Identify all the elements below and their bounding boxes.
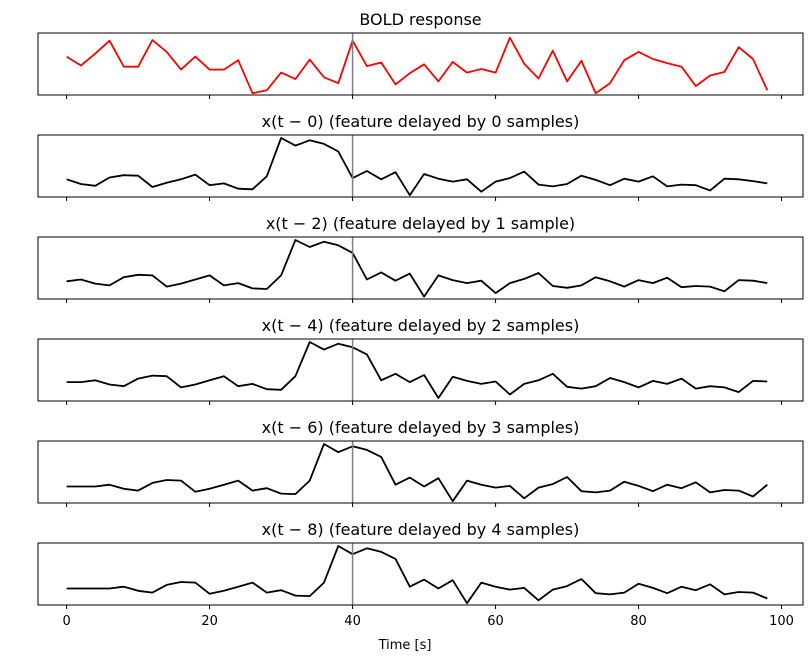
x-axis-ticks: 0 20 40 60 80 100 bbox=[62, 614, 794, 629]
subplot-2: x(t − 2) (feature delayed by 1 sample) bbox=[37, 214, 804, 303]
subplot-3: x(t − 4) (feature delayed by 2 samples) bbox=[37, 316, 804, 405]
subplot-4: x(t − 6) (feature delayed by 3 samples) bbox=[37, 418, 804, 507]
axes-frame bbox=[37, 440, 804, 504]
subplot-title: x(t − 0) (feature delayed by 0 samples) bbox=[262, 112, 580, 131]
series-line bbox=[66, 137, 768, 197]
subplot-title: x(t − 4) (feature delayed by 2 samples) bbox=[262, 316, 580, 335]
subplot-5: x(t − 8) (feature delayed by 4 samples) bbox=[37, 520, 804, 609]
x-tick-label: 40 bbox=[344, 614, 361, 629]
subplot-1: x(t − 0) (feature delayed by 0 samples) bbox=[37, 112, 804, 201]
axes-frame bbox=[37, 32, 804, 96]
series-line bbox=[66, 545, 768, 605]
axes-frame bbox=[37, 236, 804, 300]
subplot-title: x(t − 6) (feature delayed by 3 samples) bbox=[262, 418, 580, 437]
axes-frame bbox=[37, 338, 804, 402]
series-line bbox=[66, 239, 768, 298]
subplot-0: BOLD response bbox=[37, 10, 804, 99]
series-line bbox=[66, 443, 768, 503]
x-tick-label: 0 bbox=[62, 614, 70, 629]
subplot-title: x(t − 2) (feature delayed by 1 sample) bbox=[266, 214, 575, 233]
x-tick-label: 100 bbox=[769, 614, 794, 629]
subplot-stack: BOLD response x(t − 0) (feature delayed b… bbox=[37, 10, 804, 609]
subplot-title: x(t − 8) (feature delayed by 4 samples) bbox=[262, 520, 580, 539]
x-tick-label: 20 bbox=[201, 614, 218, 629]
x-tick-label: 80 bbox=[630, 614, 647, 629]
series-line bbox=[66, 36, 769, 95]
x-tick-label: 60 bbox=[487, 614, 504, 629]
axes-frame bbox=[37, 542, 804, 606]
x-axis-label: Time [s] bbox=[378, 638, 432, 653]
axes-frame bbox=[37, 134, 804, 198]
subplot-title: BOLD response bbox=[359, 10, 481, 29]
series-line bbox=[66, 341, 768, 399]
